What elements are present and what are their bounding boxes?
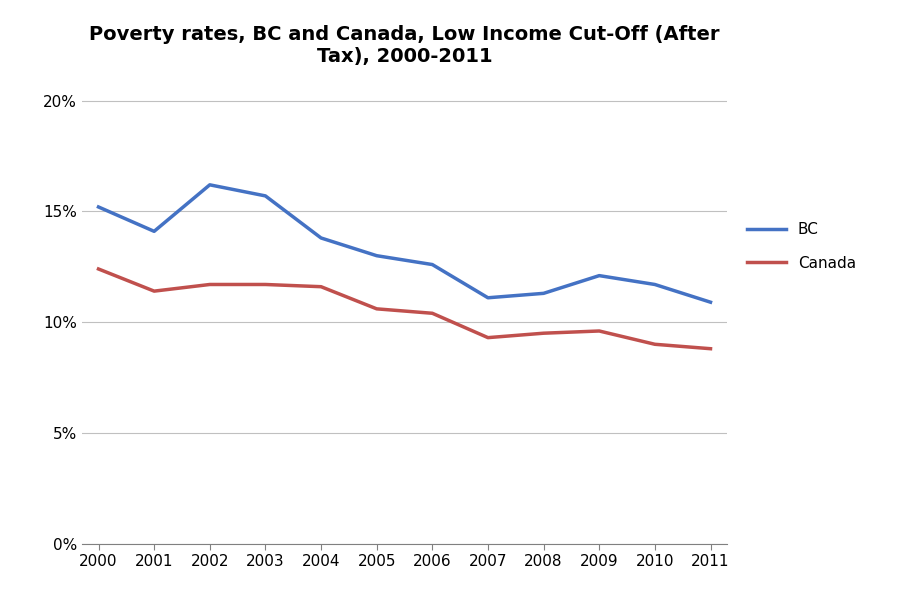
Canada [705, 345, 716, 352]
BC [483, 294, 494, 301]
Canada [260, 281, 271, 288]
BC [594, 272, 604, 279]
Line: Canada: Canada [98, 269, 711, 349]
Canada [315, 283, 326, 291]
BC [205, 181, 215, 188]
Title: Poverty rates, BC and Canada, Low Income Cut-Off (After
Tax), 2000-2011: Poverty rates, BC and Canada, Low Income… [89, 25, 720, 66]
Canada [371, 305, 382, 312]
Canada [538, 330, 549, 337]
BC [149, 228, 160, 235]
BC [649, 281, 660, 288]
Canada [594, 327, 604, 335]
BC [538, 290, 549, 297]
Canada [149, 288, 160, 295]
Legend: BC, Canada: BC, Canada [742, 216, 862, 277]
Canada [649, 341, 660, 348]
BC [315, 234, 326, 242]
BC [93, 204, 104, 211]
BC [371, 252, 382, 259]
Canada [93, 265, 104, 272]
Canada [427, 310, 438, 317]
BC [260, 192, 271, 199]
Canada [483, 334, 494, 341]
BC [427, 261, 438, 268]
Canada [205, 281, 215, 288]
Line: BC: BC [98, 185, 711, 302]
BC [705, 298, 716, 306]
